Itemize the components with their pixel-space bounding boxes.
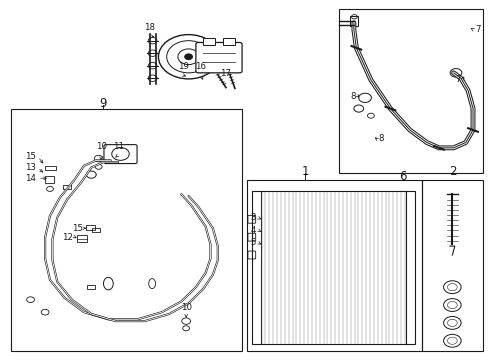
Text: 9: 9	[100, 97, 107, 110]
Text: 10: 10	[180, 303, 191, 312]
Text: 1: 1	[301, 165, 308, 177]
Bar	[222, 38, 234, 45]
Bar	[421, 180, 482, 351]
Text: 12: 12	[62, 233, 73, 242]
Bar	[350, 16, 358, 26]
Text: 5: 5	[250, 238, 256, 247]
Bar	[339, 9, 482, 173]
Text: 19: 19	[178, 62, 189, 71]
Text: 15: 15	[72, 224, 83, 233]
Bar	[251, 191, 260, 344]
Bar	[63, 185, 71, 189]
Bar	[406, 191, 414, 344]
Text: 7: 7	[454, 76, 460, 85]
Bar	[45, 176, 54, 183]
FancyBboxPatch shape	[196, 42, 242, 73]
Text: 8: 8	[350, 91, 356, 100]
Text: 6: 6	[398, 170, 406, 183]
Text: 16: 16	[195, 62, 206, 71]
FancyBboxPatch shape	[104, 145, 137, 163]
Circle shape	[184, 54, 192, 60]
Text: 4: 4	[250, 225, 256, 234]
Bar	[92, 228, 100, 232]
Text: 7: 7	[474, 26, 480, 35]
Text: 8: 8	[377, 134, 383, 143]
Text: 15: 15	[25, 152, 36, 161]
Bar	[203, 38, 215, 45]
Bar	[45, 166, 56, 170]
Bar	[11, 109, 242, 351]
Text: 13: 13	[25, 163, 36, 172]
Text: 18: 18	[144, 23, 155, 32]
Text: 2: 2	[448, 165, 455, 177]
Bar	[77, 235, 87, 242]
Bar	[87, 285, 95, 289]
Bar	[86, 225, 95, 230]
Text: 14: 14	[25, 174, 36, 183]
Text: 3: 3	[250, 213, 256, 222]
Text: 17: 17	[219, 69, 230, 78]
Bar	[246, 180, 421, 351]
Text: 10: 10	[95, 142, 106, 151]
Text: 11: 11	[112, 142, 123, 151]
